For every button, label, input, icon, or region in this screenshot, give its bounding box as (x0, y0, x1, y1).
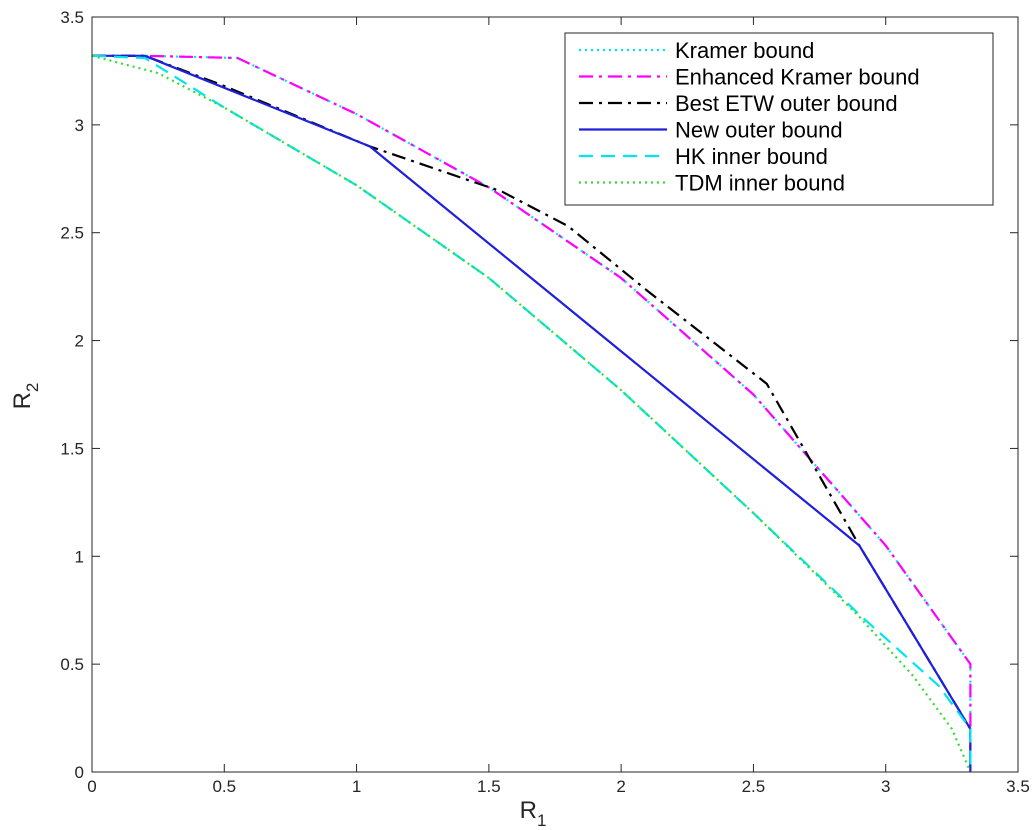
plot-frame (91, 16, 1019, 773)
x-tick-label: 3.5 (1006, 777, 1030, 796)
legend-label: TDM inner bound (675, 171, 845, 196)
x-axis-label-sub: 1 (537, 811, 546, 830)
legend-box (564, 32, 994, 206)
plot-area (91, 54, 972, 773)
x-tick-label: 2.5 (742, 777, 766, 796)
axis-labels: R1 R2 (9, 383, 546, 830)
legend-label: Best ETW outer bound (675, 91, 898, 116)
x-tick-label: 1.5 (477, 777, 501, 796)
legend-label: New outer bound (675, 118, 843, 143)
x-tick-label: 1 (352, 777, 361, 796)
y-tick-label: 3.5 (60, 8, 84, 27)
series-line-kramer-bound (92, 54, 972, 772)
y-axis-label-main: R (9, 392, 36, 409)
y-tick-label: 1.5 (60, 439, 84, 458)
x-tick-label: 3 (881, 777, 890, 796)
y-tick-label: 1 (75, 547, 84, 566)
x-tick-label: 0 (87, 777, 96, 796)
y-tick-label: 2 (75, 332, 84, 351)
y-tick-label: 2.5 (60, 224, 84, 243)
legend-label: Enhanced Kramer bound (675, 65, 920, 90)
y-tick-label: 0 (75, 763, 84, 782)
y-tick-label: 3 (75, 116, 84, 135)
series-line-tdm-inner-bound (91, 54, 972, 773)
y-axis-label-sub: 2 (23, 383, 42, 392)
x-tick-label: 2 (616, 777, 625, 796)
axes: 0 0.5 1 1.5 2 2.5 3 3.5 0 0.5 1 1.5 2 2.5 3 3.5 (60, 8, 1029, 796)
legend-label: HK inner bound (675, 144, 828, 169)
legend-label: Kramer bound (675, 38, 814, 63)
x-axis-label-main: R (520, 797, 537, 824)
x-axis-label: R1 (520, 797, 547, 830)
series-line-hk-inner-bound (91, 54, 972, 772)
x-tick-label: 0.5 (212, 777, 236, 796)
y-tick-label: 0.5 (60, 655, 84, 674)
y-axis-label: R2 (9, 383, 42, 410)
series-line-enhanced-kramer-bound (92, 54, 972, 772)
